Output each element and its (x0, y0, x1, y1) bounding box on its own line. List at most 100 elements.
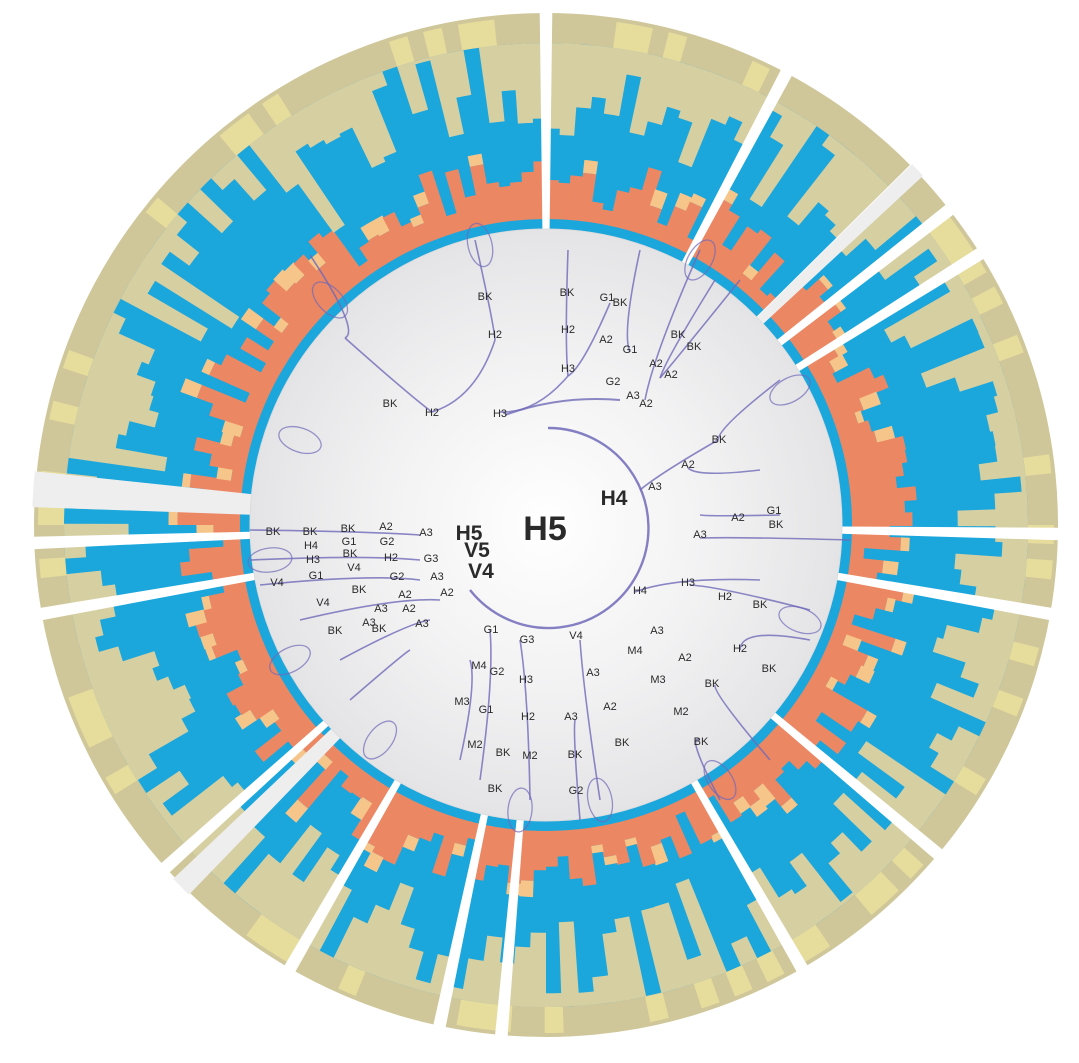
node-label: G1 (600, 292, 615, 304)
peach-segment (781, 797, 798, 814)
band-fill-cell (364, 882, 414, 978)
tree-edge (249, 529, 421, 536)
sector-separator (795, 247, 986, 372)
node-label: M3 (454, 696, 469, 708)
peach-segment (201, 595, 212, 611)
node-label: M4 (471, 660, 486, 672)
salmon-segment (211, 628, 263, 659)
peach-segment (219, 431, 235, 447)
band-fill-cell (495, 44, 517, 92)
node-label: G1 (767, 505, 782, 517)
tree-edge (479, 629, 492, 781)
band-fill-cell (787, 145, 857, 226)
salmon-segment (821, 367, 875, 402)
tree-edge (459, 659, 473, 761)
band-fill-cell (904, 298, 980, 349)
salmon-segment (787, 301, 841, 346)
salmon-segment (742, 752, 792, 807)
band-fill-cell (137, 254, 240, 329)
band-fill-cell (87, 359, 156, 397)
band-fill-cell (223, 155, 267, 201)
salmon-segment (177, 511, 241, 525)
band-fill-cell (930, 752, 964, 782)
band-fill-cell (629, 53, 664, 136)
salmon-segment (238, 658, 276, 686)
outer-band-cell (854, 883, 886, 915)
band-fill-cell (87, 651, 160, 690)
band-fill-cell (954, 360, 1005, 392)
salmon-segment (587, 826, 603, 847)
sector-separator (770, 712, 944, 861)
outer-band-cell (992, 689, 1024, 717)
node-label: BK (341, 523, 356, 535)
band-fill-cell (544, 993, 563, 1008)
band-fill-cell (350, 77, 397, 158)
sector-separator (32, 531, 251, 550)
node-label: G1 (623, 344, 638, 356)
node-label: G2 (380, 536, 395, 548)
salmon-segment (274, 704, 305, 732)
peach-segment (829, 354, 849, 373)
band-fill-cell (625, 50, 648, 78)
salmon-segment (833, 412, 859, 432)
node-label: BK (303, 526, 318, 538)
peach-segment (240, 307, 264, 330)
band-fill-cell (675, 878, 727, 979)
peach-segment (623, 837, 638, 847)
salmon-segment (382, 211, 413, 255)
salmon-segment (520, 830, 536, 881)
outer-band-cell (725, 965, 753, 997)
band-fill-cell (78, 390, 159, 428)
tree-edge (687, 467, 761, 475)
node-label: BK (694, 736, 709, 748)
band-fill-cell (641, 906, 679, 993)
band-fill-cell (971, 313, 987, 334)
salmon-segment (793, 320, 835, 355)
band-fill-cell (1020, 474, 1027, 493)
node-label: A3 (362, 617, 375, 629)
band-fill-cell (829, 178, 894, 242)
salmon-segment (773, 279, 828, 329)
node-label: A3 (648, 481, 661, 493)
band-fill-cell (858, 741, 946, 810)
tree-edge (259, 577, 421, 586)
outer-band-cell (629, 24, 653, 54)
salmon-segment (839, 599, 876, 620)
node-label: V4 (270, 577, 283, 589)
salmon-segment (810, 668, 831, 688)
salmon-segment (708, 244, 732, 272)
band-fill-cell (770, 107, 803, 146)
band-fill-cell (235, 853, 282, 905)
node-label: BK (478, 291, 493, 303)
sector-separator (777, 203, 955, 346)
node-label: A2 (649, 358, 662, 370)
peach-segment (413, 191, 430, 208)
salmon-segment (339, 758, 358, 777)
salmon-segment (793, 696, 823, 722)
node-label: A2 (402, 603, 415, 615)
salmon-segment (464, 194, 484, 229)
tree-edge (567, 302, 611, 377)
node-label: A3 (650, 625, 663, 637)
outer-band-cell (39, 557, 67, 579)
peach-segment (409, 214, 425, 228)
tree-edge (579, 639, 601, 801)
outer-band-cell (68, 688, 100, 716)
salmon-segment (188, 545, 242, 563)
band-fill-cell (112, 297, 122, 314)
band-fill-cell (746, 897, 787, 952)
salmon-segment (272, 695, 299, 719)
band-fill-cell (602, 931, 630, 1003)
tree-edge (565, 249, 569, 377)
salmon-segment (267, 340, 293, 363)
band-fill-cell (646, 57, 681, 126)
band-fill-cell (951, 726, 980, 753)
salmon-segment (851, 512, 913, 526)
salmon-segment (639, 812, 662, 848)
band-fill-cell (276, 115, 309, 153)
node-label: G2 (569, 785, 584, 797)
node-label: G2 (490, 666, 505, 678)
salmon-segment (805, 346, 839, 373)
band-fill-cell (830, 832, 881, 884)
band-fill-cell (319, 91, 354, 135)
